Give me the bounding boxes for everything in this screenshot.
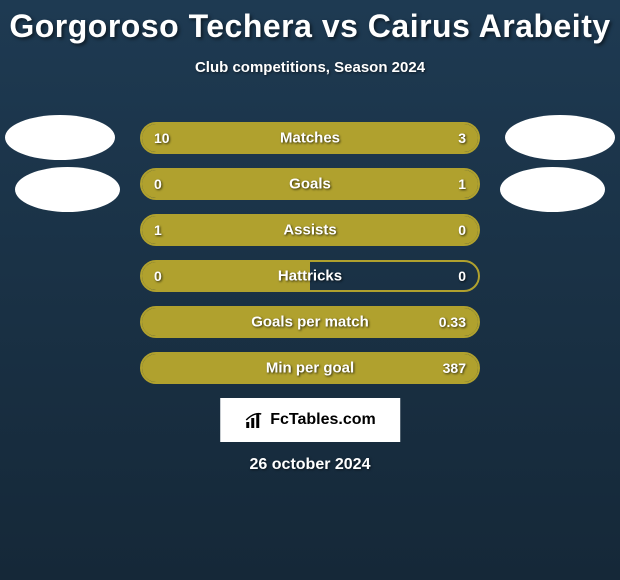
stat-row-goals: 0 Goals 1: [140, 168, 480, 200]
stat-row-matches: 10 Matches 3: [140, 122, 480, 154]
stat-fill-left: [142, 124, 401, 152]
stat-row-hattricks: 0 Hattricks 0: [140, 260, 480, 292]
stats-container: 10 Matches 3 0 Goals 1 1 Assists 0 0 Hat…: [140, 122, 480, 398]
stat-value-right: 0.33: [439, 314, 466, 330]
stat-value-left: 0: [154, 268, 162, 284]
stat-label: Goals per match: [251, 314, 369, 331]
player2-logo: [500, 167, 605, 212]
stat-label: Hattricks: [278, 268, 342, 285]
stat-fill-right: [202, 170, 478, 198]
stat-value-right: 1: [458, 176, 466, 192]
player1-avatar: [5, 115, 115, 160]
stat-fill-left: [142, 170, 202, 198]
date-text: 26 october 2024: [250, 456, 371, 474]
subtitle: Club competitions, Season 2024: [0, 59, 620, 76]
stat-value-right: 0: [458, 222, 466, 238]
stat-value-right: 0: [458, 268, 466, 284]
player2-avatar: [505, 115, 615, 160]
stat-label: Matches: [280, 130, 340, 147]
stat-row-gpm: Goals per match 0.33: [140, 306, 480, 338]
fctables-logo[interactable]: FcTables.com: [220, 398, 400, 442]
chart-icon: [244, 410, 264, 430]
stat-row-assists: 1 Assists 0: [140, 214, 480, 246]
player1-logo: [15, 167, 120, 212]
page-title: Gorgoroso Techera vs Cairus Arabeity: [0, 0, 620, 45]
stat-value-left: 10: [154, 130, 170, 146]
logo-text: FcTables.com: [270, 411, 376, 429]
stat-label: Assists: [283, 222, 336, 239]
stat-value-left: 0: [154, 176, 162, 192]
stat-value-right: 3: [458, 130, 466, 146]
stat-row-mpg: Min per goal 387: [140, 352, 480, 384]
stat-label: Min per goal: [266, 360, 354, 377]
stat-value-right: 387: [443, 360, 466, 376]
stat-fill-right: [401, 124, 478, 152]
stat-value-left: 1: [154, 222, 162, 238]
stat-label: Goals: [289, 176, 331, 193]
